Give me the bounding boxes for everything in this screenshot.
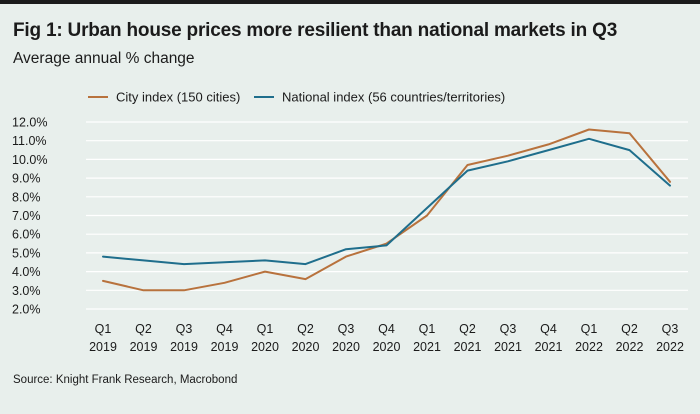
y-tick-label: 4.0%: [12, 265, 41, 279]
legend: City index (150 cities) National index (5…: [88, 90, 505, 105]
x-tick-label-year: 2020: [373, 340, 401, 354]
x-tick-label-year: 2021: [454, 340, 482, 354]
x-tick-label-quarter: Q3: [500, 322, 517, 336]
x-axis: Q1 2019 Q2 2019 Q3 2019 Q4 2019 Q1 2020 Q2 2020 Q3 20…: [89, 322, 684, 354]
x-tick-label-year: 2019: [89, 340, 117, 354]
x-tick-label-year: 2020: [292, 340, 320, 354]
legend-label: National index (56 countries/territories…: [282, 90, 505, 105]
x-tick-label-quarter: Q1: [95, 322, 112, 336]
x-tick-label-quarter: Q3: [662, 322, 679, 336]
top-rule: [0, 0, 700, 4]
x-tick-label-quarter: Q1: [581, 322, 598, 336]
chart-subtitle: Average annual % change: [13, 50, 195, 67]
y-tick-label: 6.0%: [12, 228, 41, 242]
x-tick-label-year: 2019: [170, 340, 198, 354]
legend-label: City index (150 cities): [116, 90, 240, 105]
x-tick-label-quarter: Q4: [216, 322, 233, 336]
x-tick-label-year: 2019: [211, 340, 239, 354]
x-tick-label-quarter: Q3: [338, 322, 355, 336]
x-tick-label-quarter: Q2: [297, 322, 314, 336]
x-tick-label-year: 2021: [494, 340, 522, 354]
x-tick-label-year: 2021: [413, 340, 441, 354]
x-tick-label-year: 2022: [656, 340, 684, 354]
x-tick-label-quarter: Q3: [176, 322, 193, 336]
x-tick-label-quarter: Q2: [135, 322, 152, 336]
y-tick-label: 9.0%: [12, 172, 41, 186]
x-tick-label-quarter: Q4: [378, 322, 395, 336]
series-lines: [102, 128, 671, 292]
x-tick-label-year: 2022: [616, 340, 644, 354]
x-tick-label-year: 2019: [130, 340, 158, 354]
source-note: Source: Knight Frank Research, Macrobond: [13, 374, 238, 386]
x-tick-label-quarter: Q4: [540, 322, 557, 336]
x-tick-label-quarter: Q2: [459, 322, 476, 336]
x-tick-label-year: 2020: [332, 340, 360, 354]
x-tick-label-year: 2020: [251, 340, 279, 354]
gridlines: [86, 121, 688, 310]
x-tick-label-year: 2021: [535, 340, 563, 354]
x-tick-label-quarter: Q2: [621, 322, 638, 336]
series-line-national: [102, 137, 671, 266]
x-tick-label-quarter: Q1: [419, 322, 436, 336]
y-tick-label: 7.0%: [12, 209, 41, 223]
y-tick-label: 3.0%: [12, 284, 41, 298]
y-tick-label: 11.0%: [12, 134, 47, 148]
series-line-city: [102, 128, 671, 292]
chart-title: Fig 1: Urban house prices more resilient…: [13, 20, 618, 41]
x-tick-label-quarter: Q1: [257, 322, 274, 336]
y-axis: 12.0% 11.0% 10.0% 9.0% 8.0% 7.0% 6.0% 5.0% 4.0% 3…: [12, 116, 47, 317]
x-tick-label-year: 2022: [575, 340, 603, 354]
y-tick-label: 2.0%: [12, 303, 41, 317]
y-tick-label: 12.0%: [12, 116, 47, 130]
y-tick-label: 10.0%: [12, 153, 47, 167]
y-tick-label: 5.0%: [12, 246, 41, 260]
y-tick-label: 8.0%: [12, 190, 41, 204]
